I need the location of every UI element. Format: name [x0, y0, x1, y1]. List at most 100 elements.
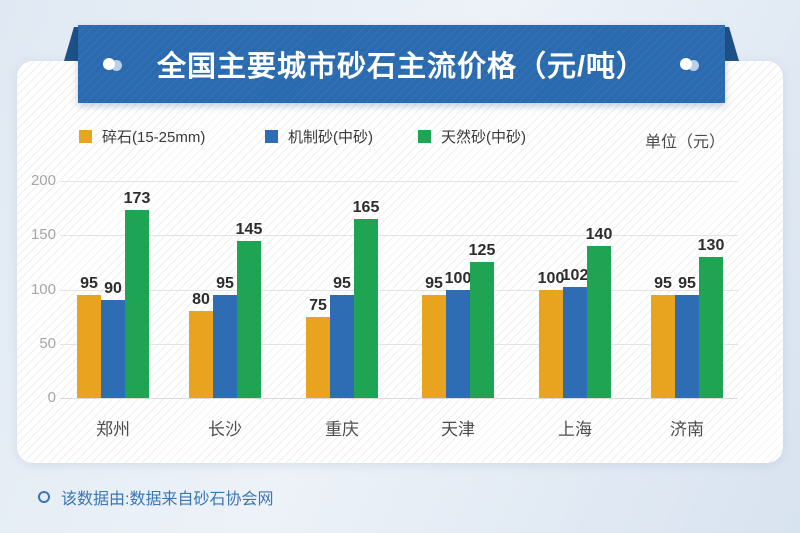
legend-label: 天然砂(中砂) [441, 129, 526, 146]
bar [446, 289, 470, 398]
x-category-label: 上海 [558, 420, 592, 439]
dot-icon [680, 57, 693, 70]
bar-wrap: 95 [651, 181, 675, 398]
bar-value-label: 95 [80, 274, 98, 292]
gridline [60, 343, 738, 345]
bar [539, 289, 563, 398]
bar-wrap: 140 [585, 181, 613, 398]
gridline [60, 235, 738, 237]
legend-label: 机制砂(中砂) [288, 129, 373, 146]
bar-wrap: 130 [697, 181, 725, 398]
gridline [60, 289, 738, 291]
bar-wrap: 95 [213, 181, 237, 398]
bar [306, 316, 330, 398]
legend-label: 碎石(15-25mm) [102, 129, 206, 146]
bar [189, 311, 213, 398]
y-axis-tick-label: 50 [39, 334, 56, 352]
bar-value-label: 100 [537, 269, 565, 287]
dot-shadow-icon [688, 59, 700, 71]
bar-value-label: 95 [678, 274, 696, 292]
bar-wrap: 95 [675, 181, 699, 398]
x-category-label: 济南 [670, 420, 704, 439]
y-axis-tick-label: 150 [30, 226, 56, 244]
x-category-label: 郑州 [96, 420, 130, 439]
bar [77, 294, 101, 398]
bar-group: 80 95 145 [189, 181, 263, 398]
bar-value-label: 95 [333, 274, 351, 292]
bar [101, 300, 125, 398]
bar [563, 287, 587, 398]
bar-group: 95 90 173 [77, 181, 151, 398]
x-category-label: 长沙 [208, 420, 242, 439]
decorative-dot-icon [680, 57, 700, 71]
bar-wrap: 125 [468, 181, 496, 398]
gridline [60, 181, 738, 182]
source-note-text: 该数据由:数据来自砂石协会网 [61, 491, 274, 508]
dot-icon [102, 57, 115, 70]
bar-value-label: 130 [697, 236, 725, 254]
legend-swatch-icon [79, 130, 92, 143]
bar-value-label: 145 [235, 220, 263, 238]
gridline [60, 398, 738, 399]
bar-value-label: 165 [352, 198, 380, 216]
y-axis-tick-label: 200 [30, 172, 56, 189]
bar-wrap: 100 [537, 181, 565, 398]
bar-wrap: 95 [77, 181, 101, 398]
legend-item: 碎石(15-25mm) [79, 126, 205, 147]
bar-wrap: 100 [444, 181, 472, 398]
bar-wrap: 95 [330, 181, 354, 398]
circle-bullet-icon [38, 491, 50, 503]
bar [125, 210, 149, 398]
bar-wrap: 145 [235, 181, 263, 398]
bar-wrap: 80 [189, 181, 213, 398]
legend-item: 天然砂(中砂) [418, 126, 526, 147]
legend-swatch-icon [265, 130, 278, 143]
y-axis-tick-label: 0 [47, 389, 56, 406]
bar-wrap: 95 [422, 181, 446, 398]
dot-shadow-icon [110, 59, 122, 71]
bar-value-label: 95 [654, 274, 672, 292]
legend-swatch-icon [418, 130, 431, 143]
bar [699, 256, 723, 398]
title-banner: 全国主要城市砂石主流价格（元/吨） [78, 25, 725, 103]
chart-legend: 单位（元） 碎石(15-25mm) 机制砂(中砂) 天然砂(中砂) [79, 126, 727, 151]
bar [470, 262, 494, 398]
bar [651, 294, 675, 398]
bar-wrap: 173 [123, 181, 151, 398]
bar-value-label: 140 [585, 226, 613, 244]
bar-group: 100 102 140 [537, 181, 613, 398]
bar-group: 75 95 165 [306, 181, 380, 398]
bar-value-label: 102 [561, 267, 589, 285]
bar-wrap: 90 [101, 181, 125, 398]
bar [587, 246, 611, 398]
bar-value-label: 80 [192, 291, 210, 309]
bar-value-label: 100 [444, 269, 472, 287]
bar [237, 240, 261, 398]
decorative-dot-icon [102, 57, 123, 71]
x-category-label: 重庆 [325, 420, 359, 439]
bar [213, 294, 237, 398]
legend-item: 机制砂(中砂) [265, 126, 373, 147]
bar-value-label: 173 [123, 190, 151, 208]
bar-wrap: 102 [561, 181, 589, 398]
bar-value-label: 125 [468, 242, 496, 260]
bar-value-label: 95 [425, 274, 443, 292]
bar [422, 294, 446, 398]
bar-value-label: 75 [309, 296, 327, 314]
x-category-label: 天津 [441, 420, 475, 439]
source-note: 该数据由:数据来自砂石协会网 [38, 485, 273, 509]
bar [330, 294, 354, 398]
bar-value-label: 90 [104, 280, 122, 298]
bar-group: 95 100 125 [422, 181, 496, 398]
bar-wrap: 165 [352, 181, 380, 398]
bar-group: 95 95 130 [651, 181, 725, 398]
y-axis-tick-label: 100 [30, 280, 56, 298]
bar-value-label: 95 [216, 274, 234, 292]
unit-label: 单位（元） [644, 134, 725, 151]
bar-wrap: 75 [306, 181, 330, 398]
bar [354, 218, 378, 398]
page-title: 全国主要城市砂石主流价格（元/吨） [156, 51, 647, 83]
bar [675, 294, 699, 398]
